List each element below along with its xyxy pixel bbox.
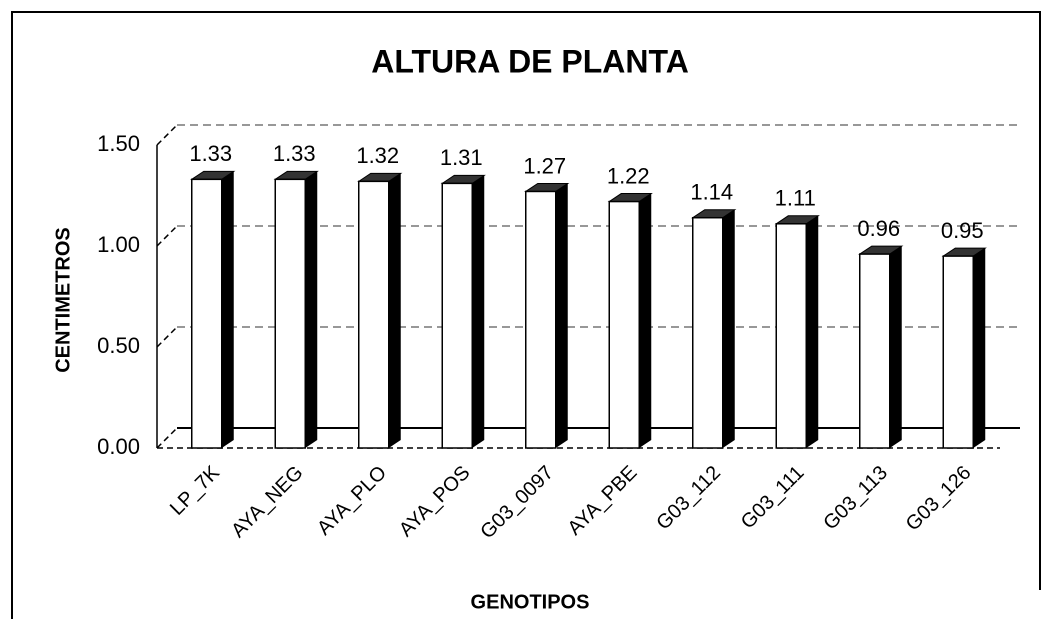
x-tick-label: G03_111 (737, 462, 809, 534)
x-tick-label: AYA_POS (395, 462, 474, 541)
bar-group (691, 209, 737, 449)
y-tick-label: 0.00 (97, 434, 140, 459)
data-label: 1.33 (189, 141, 232, 166)
data-label: 0.96 (857, 216, 900, 241)
bar-group (357, 172, 403, 449)
y-axis-label: CENTIMETROS (52, 227, 74, 373)
bar (358, 180, 390, 449)
bar-group (941, 247, 987, 449)
data-label: 1.14 (690, 180, 733, 205)
x-tick-label: G03_126 (902, 462, 976, 536)
y-tick-label: 1.00 (97, 232, 140, 257)
chart-border (11, 11, 1041, 619)
bar-side (305, 171, 318, 448)
bar-group (190, 170, 236, 449)
data-label: 1.33 (273, 141, 316, 166)
bar-group (273, 170, 319, 449)
x-tick-label: LP_7K (166, 461, 224, 519)
grid-line-side (156, 326, 178, 348)
x-tick-label: G03_112 (652, 462, 725, 535)
data-label: 1.22 (607, 163, 650, 188)
bar (191, 178, 223, 449)
data-label: 1.27 (523, 153, 566, 178)
bar-side (472, 175, 485, 448)
bar (274, 178, 306, 449)
data-label: 0.95 (941, 218, 984, 243)
data-label: 1.32 (356, 143, 399, 168)
x-tick-label: AYA_NEG (227, 462, 307, 542)
bar-group (774, 215, 820, 449)
bar-group (524, 182, 570, 449)
bar-group (858, 245, 904, 449)
x-tick-label: AYA_PLO (313, 462, 391, 540)
bar (692, 216, 724, 449)
x-tick-label: AYA_PBE (564, 462, 642, 540)
bar (525, 190, 557, 449)
bar-side (639, 193, 652, 448)
bar (608, 200, 640, 449)
bar-side (388, 173, 401, 449)
x-axis-label: GENOTIPOS (471, 591, 590, 613)
bar-side (806, 215, 819, 448)
grid-line-side (156, 124, 178, 146)
y-tick-label: 0.50 (97, 333, 140, 358)
y-tick-label: 1.50 (97, 131, 140, 156)
bar (859, 253, 891, 449)
bar-group (607, 193, 653, 449)
bar-side (973, 248, 986, 448)
data-label: 1.31 (440, 145, 483, 170)
bar (942, 255, 974, 449)
x-tick-label: G03_113 (819, 462, 892, 535)
bar-side (722, 209, 735, 448)
bar-side (221, 171, 234, 448)
data-label: 1.11 (775, 186, 816, 211)
bar-side (889, 246, 902, 448)
bar-group (440, 174, 486, 449)
grid-line-side (156, 225, 178, 247)
x-tick-label: G03_0097 (476, 462, 558, 544)
bar-side (555, 183, 568, 448)
bar (441, 182, 473, 449)
chart-title: ALTURA DE PLANTA (371, 43, 689, 79)
bar (775, 223, 807, 449)
grid-line-side (156, 427, 178, 449)
